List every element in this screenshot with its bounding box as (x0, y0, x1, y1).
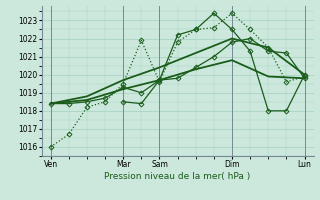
X-axis label: Pression niveau de la mer( hPa ): Pression niveau de la mer( hPa ) (104, 172, 251, 181)
